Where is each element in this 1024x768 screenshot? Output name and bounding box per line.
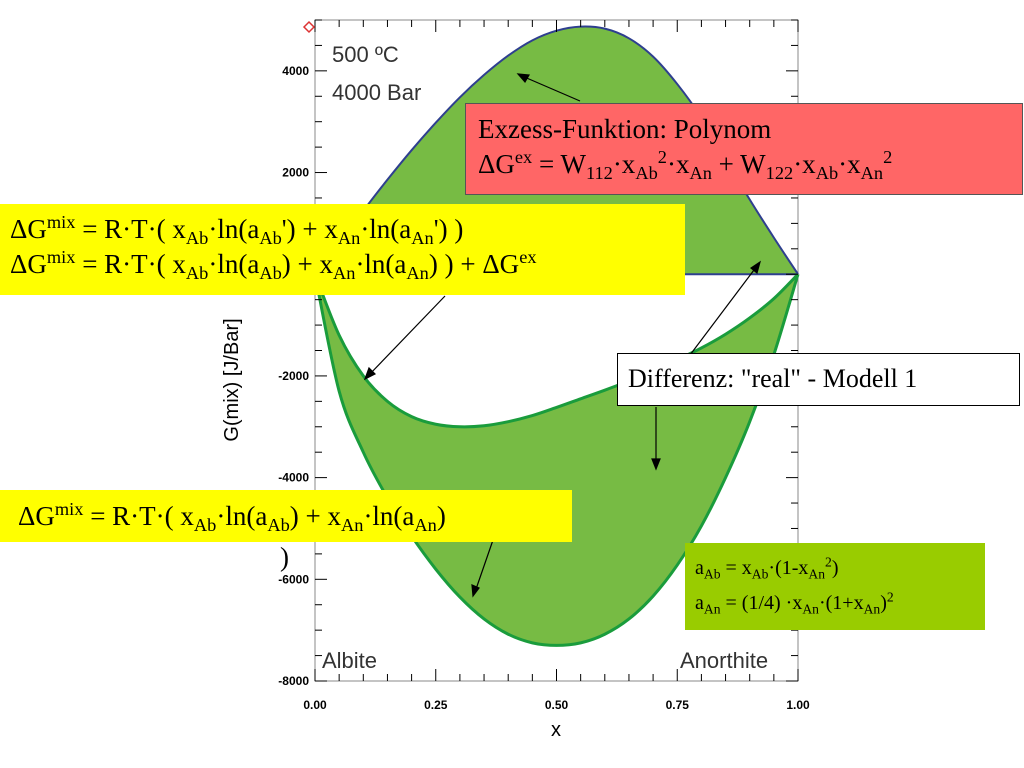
- excess-function-box: Exzess-Funktion: Polynom ΔGex = W112·xAb…: [465, 103, 1023, 195]
- activity-anorthite: aAn = (1/4) ·xAn·(1+xAn)2: [695, 589, 894, 617]
- series-line-real: [313, 273, 800, 429]
- annotation-pressure: 4000 Bar: [332, 80, 421, 105]
- arrowhead: [651, 458, 661, 471]
- annotation-anorthite: Anorthite: [680, 648, 768, 673]
- x-tick-label: 0.50: [545, 698, 569, 712]
- excess-formula: ΔGex = W112·xAb2·xAn + W122·xAb·xAn2: [478, 146, 893, 183]
- arrows: [363, 73, 762, 598]
- activity-albite: aAb = xAb·(1-xAn2): [695, 554, 839, 582]
- y-tick-label: 2000: [282, 166, 309, 180]
- arrowhead: [471, 584, 480, 598]
- activity-model-box: aAb = xAb·(1-xAn2) aAn = (1/4) ·xAn·(1+x…: [685, 543, 985, 630]
- tick-labels: -8000 -6000 -4000 -2000 2000 4000 0.00 0.25 0.50…: [278, 64, 810, 712]
- y-tick-label: -6000: [278, 572, 309, 586]
- mix-formula-activity: ΔGmix = R·T·( xAb·ln(aAb') + xAn·ln(aAn'…: [10, 211, 464, 248]
- corner-marker: [302, 20, 316, 34]
- excess-title: Exzess-Funktion: Polynom: [478, 114, 772, 144]
- arrow-to-excess-area: [689, 265, 758, 356]
- y-tick-label: -8000: [278, 674, 309, 688]
- mix-formula-excess: ΔGmix = R·T·( xAb·ln(aAb) + xAn·ln(aAn) …: [10, 246, 537, 283]
- arrowhead: [749, 260, 762, 275]
- arrow-to-ideal-curve: [474, 539, 494, 593]
- x-tick-label: 0.00: [303, 698, 327, 712]
- annotation-temperature: 500 ºC: [332, 42, 399, 67]
- y-axis-title: G(mix) [J/Bar]: [221, 318, 243, 441]
- arrowhead: [516, 73, 530, 84]
- real-mixing-formula-box: ΔGmix = R·T·( xAb·ln(aAb') + xAn·ln(aAn'…: [0, 204, 685, 295]
- difference-box: Differenz: "real" - Modell 1: [617, 353, 1020, 406]
- annotation-albite: Albite: [322, 648, 377, 673]
- y-tick-label: -4000: [278, 471, 309, 485]
- arrow-to-upper-curve: [521, 75, 581, 102]
- x-tick-label: 0.25: [424, 698, 448, 712]
- difference-label: Differenz: "real" - Modell 1: [628, 364, 918, 393]
- arrowhead: [363, 366, 377, 381]
- x-tick-label: 1.00: [786, 698, 810, 712]
- ideal-formula-close-paren: ): [280, 542, 289, 572]
- y-tick-label: -2000: [278, 369, 309, 383]
- ideal-mixing-formula-box: ΔGmix = R·T·( xAb·ln(aAb) + xAn·ln(aAn): [0, 490, 572, 542]
- x-tick-label: 0.75: [666, 698, 690, 712]
- y-tick-label: 4000: [282, 64, 309, 78]
- x-axis-title: x: [551, 719, 561, 741]
- ideal-formula: ΔGmix = R·T·( xAb·ln(aAb) + xAn·ln(aAn): [18, 498, 446, 535]
- arrow-to-real-curve: [367, 295, 446, 377]
